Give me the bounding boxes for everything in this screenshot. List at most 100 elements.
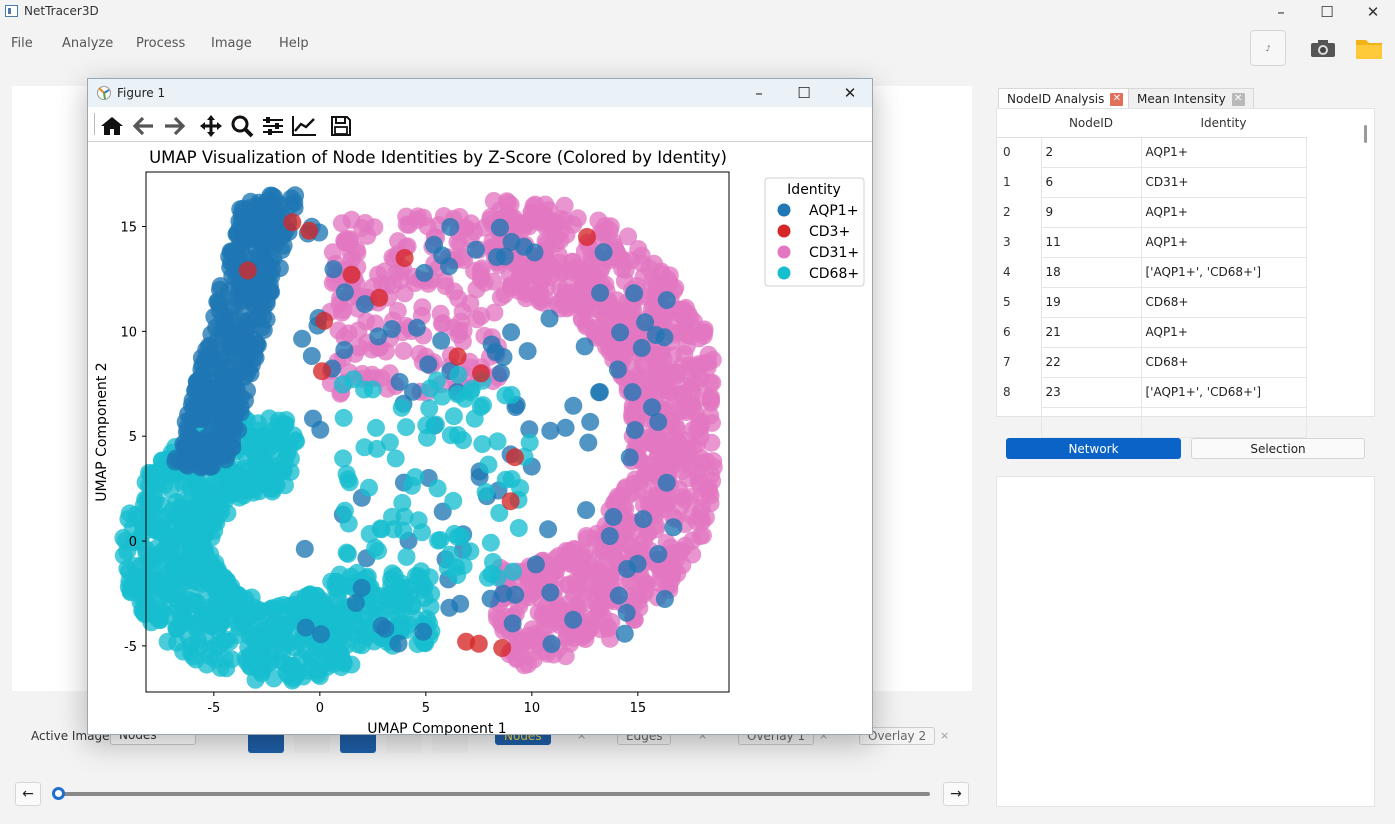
channel-overlay1-close[interactable]: × bbox=[819, 729, 829, 742]
tab-mean-intensity[interactable]: Mean Intensity ✕ bbox=[1128, 88, 1254, 109]
scatter-point-cd68plus bbox=[163, 528, 182, 547]
cell-nodeid[interactable]: 11 bbox=[1040, 226, 1142, 258]
home-icon[interactable] bbox=[98, 112, 126, 140]
channel-overlay2-chip[interactable]: Overlay 2 bbox=[859, 727, 936, 745]
cell-identity[interactable]: CD31+ bbox=[1140, 166, 1307, 198]
row-index[interactable]: 0 bbox=[1003, 145, 1011, 160]
menu-analyze[interactable]: Analyze bbox=[62, 36, 114, 51]
table-row[interactable]: 3 11 AQP1+ bbox=[997, 226, 1307, 258]
row-index[interactable]: 7 bbox=[1003, 355, 1011, 369]
cell-identity[interactable]: AQP1+ bbox=[1140, 316, 1307, 348]
scatter-point-aqp1plus bbox=[369, 327, 388, 346]
scatter-point-cd68plus bbox=[139, 507, 158, 526]
cell-nodeid[interactable]: 2 bbox=[1040, 136, 1142, 168]
table-row[interactable]: 7 22 CD68+ bbox=[997, 346, 1307, 378]
zoom-icon[interactable] bbox=[228, 112, 256, 140]
table-row[interactable]: 4 18 ['AQP1+', 'CD68+'] bbox=[997, 256, 1307, 288]
cell-identity[interactable]: AQP1+ bbox=[1140, 226, 1307, 258]
column-header-nodeid[interactable]: NodeID bbox=[1041, 109, 1141, 138]
network-button[interactable]: Network bbox=[1006, 438, 1181, 459]
scatter-point-aqp1plus bbox=[221, 258, 240, 277]
scatter-point-aqp1plus bbox=[502, 323, 521, 342]
scatter-point-cd31plus bbox=[623, 401, 642, 420]
cell-nodeid[interactable]: 23 bbox=[1040, 376, 1142, 408]
maximize-icon[interactable]: ☐ bbox=[1320, 3, 1334, 21]
scatter-point-cd68plus bbox=[386, 449, 405, 468]
legend[interactable]: Identity AQP1+ CD3+ CD31+ CD68+ bbox=[764, 177, 865, 287]
table-row[interactable]: 5 19 CD68+ bbox=[997, 286, 1307, 318]
close-icon[interactable]: ✕ bbox=[1366, 3, 1380, 21]
cell-nodeid[interactable]: 21 bbox=[1040, 316, 1142, 348]
table-row[interactable]: 8 23 ['AQP1+', 'CD68+'] bbox=[997, 376, 1307, 408]
scatter-point-cd68plus bbox=[228, 626, 247, 644]
selection-button[interactable]: Selection bbox=[1191, 438, 1365, 459]
cell-identity[interactable]: ['AQP1+', 'CD68+'] bbox=[1140, 376, 1307, 408]
cell-identity[interactable]: AQP1+ bbox=[1140, 196, 1307, 228]
channel-edges-close[interactable]: × bbox=[698, 729, 708, 742]
prev-slice-button[interactable]: ← bbox=[15, 782, 41, 806]
menu-image[interactable]: Image bbox=[211, 36, 252, 51]
close-icon[interactable]: ✕ bbox=[1231, 92, 1245, 106]
scatter-point-cd31plus bbox=[644, 435, 663, 454]
row-index[interactable]: 1 bbox=[1003, 175, 1011, 189]
scatter-point-cd68plus bbox=[145, 602, 164, 621]
small-icon-button[interactable]: ♪ bbox=[1250, 30, 1286, 66]
scatter-point-aqp1plus bbox=[608, 360, 627, 379]
figure-titlebar[interactable] bbox=[88, 79, 872, 107]
scatter-point-cd68plus bbox=[287, 666, 305, 685]
row-index[interactable]: 4 bbox=[1003, 265, 1011, 279]
cell-identity[interactable]: CD68+ bbox=[1140, 346, 1307, 378]
menu-help[interactable]: Help bbox=[279, 36, 309, 51]
table-scrollbar[interactable] bbox=[1364, 125, 1367, 143]
cell-identity[interactable]: CD68+ bbox=[1140, 286, 1307, 318]
back-icon[interactable] bbox=[130, 112, 158, 140]
row-index[interactable]: 6 bbox=[1003, 325, 1011, 339]
camera-button[interactable] bbox=[1305, 30, 1341, 66]
app-title: NetTracer3D bbox=[24, 4, 99, 18]
figure-close-icon[interactable]: ✕ bbox=[843, 84, 857, 102]
scatter-point-cd31plus bbox=[651, 345, 670, 364]
row-index[interactable]: 8 bbox=[1003, 385, 1011, 399]
table-row[interactable]: 6 21 AQP1+ bbox=[997, 316, 1307, 348]
pan-icon[interactable] bbox=[197, 112, 225, 140]
scatter-point-cd68plus bbox=[428, 479, 447, 498]
save-icon[interactable] bbox=[327, 112, 355, 140]
tab-nodeid-analysis[interactable]: NodeID Analysis ✕ bbox=[998, 88, 1133, 109]
figure-window[interactable]: Figure 1 – ☐ ✕ UMAP Visualization of Nod… bbox=[87, 78, 873, 735]
configure-icon[interactable] bbox=[259, 112, 287, 140]
edit-axis-icon[interactable] bbox=[290, 112, 318, 140]
slice-slider-handle[interactable] bbox=[52, 787, 65, 800]
row-index[interactable]: 2 bbox=[1003, 205, 1011, 219]
row-index[interactable]: 5 bbox=[1003, 295, 1011, 309]
cell-identity[interactable]: AQP1+ bbox=[1140, 136, 1307, 168]
next-slice-button[interactable]: → bbox=[943, 782, 969, 806]
cell-identity[interactable]: ['AQP1+', 'CD68+'] bbox=[1140, 256, 1307, 288]
forward-icon[interactable] bbox=[160, 112, 188, 140]
cell-nodeid[interactable]: 6 bbox=[1040, 166, 1142, 198]
scatter-point-cd3plus bbox=[315, 311, 334, 330]
slice-slider-track[interactable] bbox=[62, 792, 930, 796]
scatter-point-aqp1plus bbox=[628, 554, 647, 573]
column-header-identity[interactable]: Identity bbox=[1141, 109, 1306, 138]
channel-nodes-close[interactable]: × bbox=[577, 729, 587, 742]
minimize-icon[interactable]: – bbox=[1277, 3, 1285, 21]
scatter-point-cd31plus bbox=[557, 299, 576, 318]
figure-maximize-icon[interactable]: ☐ bbox=[797, 84, 811, 102]
cell-nodeid[interactable]: 18 bbox=[1040, 256, 1142, 288]
menu-file[interactable]: File bbox=[11, 36, 33, 51]
table-row[interactable]: 0 2 AQP1+ bbox=[997, 136, 1307, 168]
cell-nodeid[interactable]: 22 bbox=[1040, 346, 1142, 378]
table-row[interactable]: 1 6 CD31+ bbox=[997, 166, 1307, 198]
scatter-point-aqp1plus bbox=[617, 603, 636, 622]
figure-minimize-icon[interactable]: – bbox=[755, 84, 763, 102]
table-row[interactable]: 2 9 AQP1+ bbox=[997, 196, 1307, 228]
close-icon[interactable]: ✕ bbox=[1110, 92, 1124, 106]
umap-scatter-plot[interactable]: UMAP Visualization of Node Identities by… bbox=[88, 143, 872, 735]
cell-nodeid[interactable]: 9 bbox=[1040, 196, 1142, 228]
menu-process[interactable]: Process bbox=[136, 36, 186, 51]
scatter-point-cd68plus bbox=[511, 479, 530, 497]
row-index[interactable]: 3 bbox=[1003, 235, 1011, 249]
folder-button[interactable] bbox=[1351, 30, 1387, 66]
cell-nodeid[interactable]: 19 bbox=[1040, 286, 1142, 318]
channel-overlay2-close[interactable]: × bbox=[940, 729, 950, 742]
